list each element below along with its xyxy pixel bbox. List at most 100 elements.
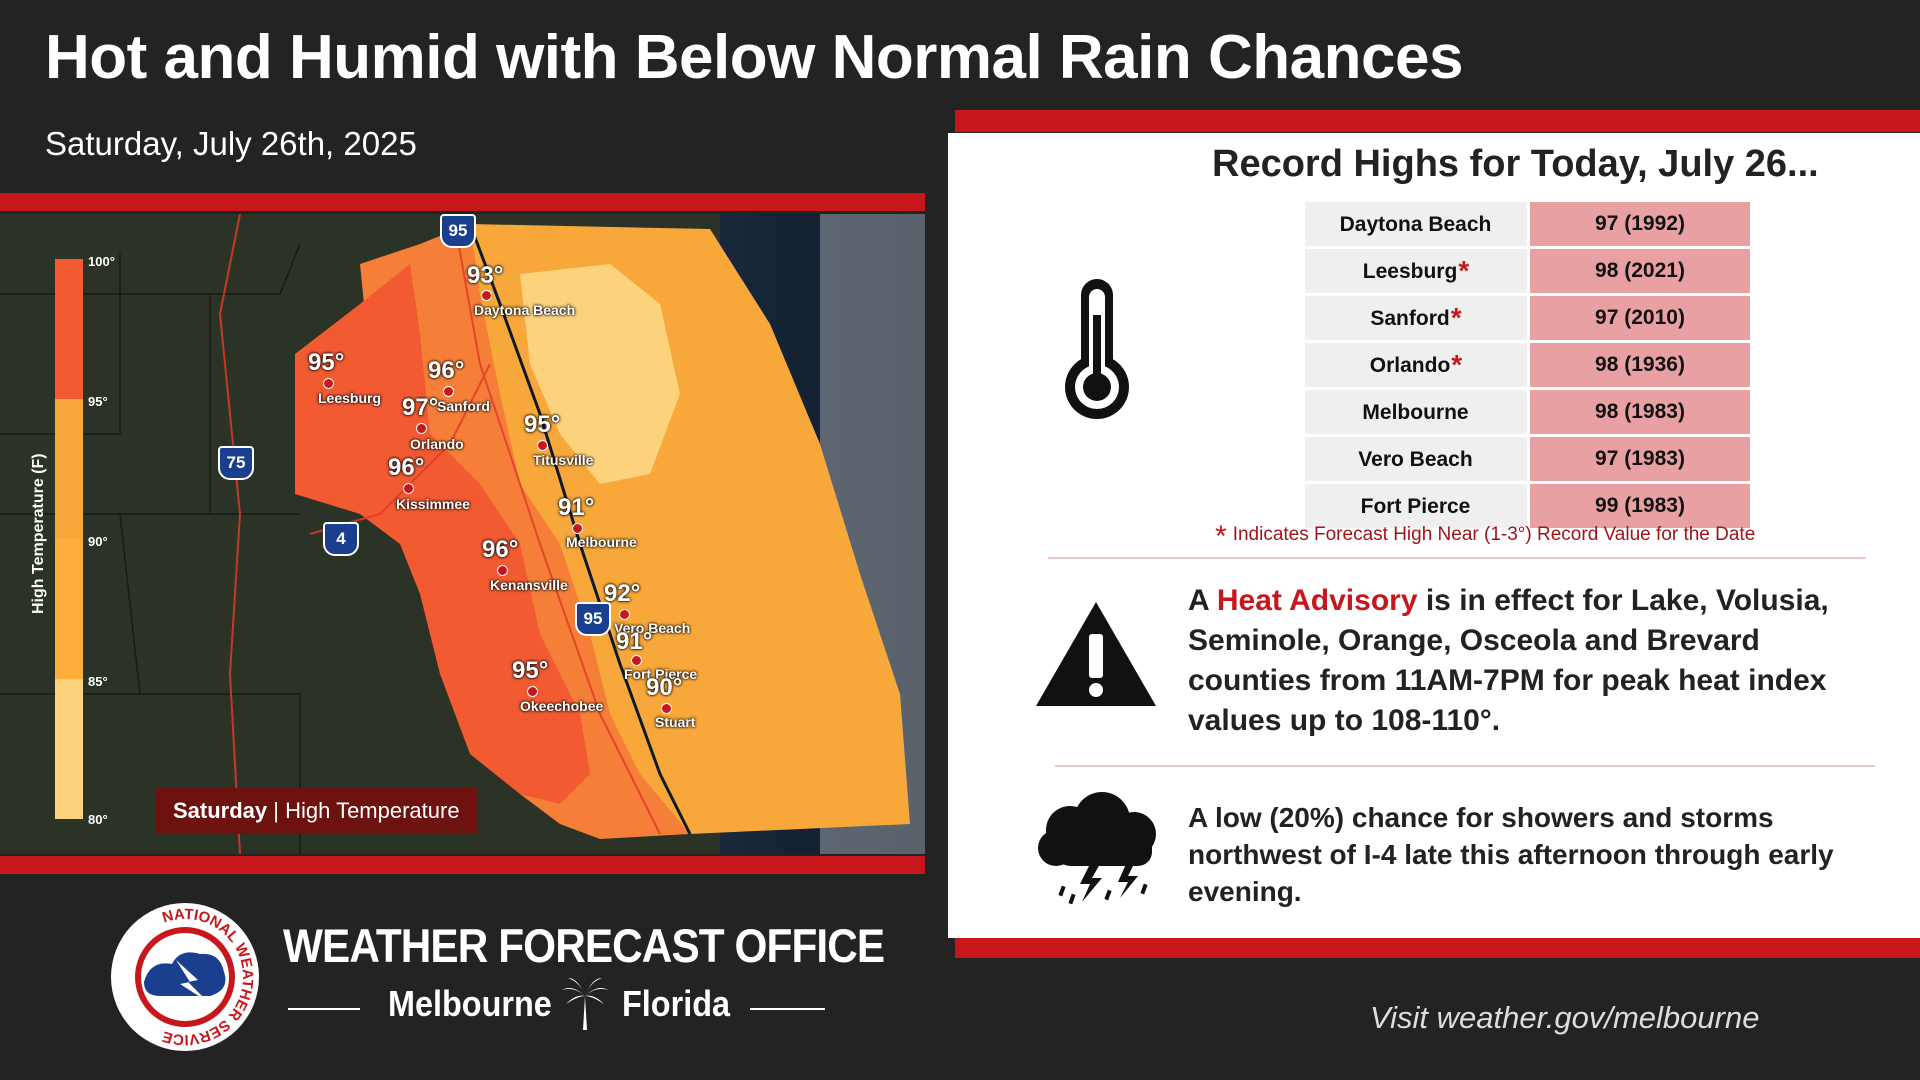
dot-orlando [416,423,427,434]
high-temperature-map: 100° 95° 90° 85° 80° High Temperature (F… [0,214,925,854]
dot-fort-pierce [631,655,642,666]
map-caption-day: Saturday [173,798,268,823]
table-row: Daytona Beach 97 (1992) [1305,202,1750,246]
temp-kissimmee: 96° [388,454,425,481]
dot-daytona-beach [481,290,492,301]
record-star: * [1450,302,1462,333]
table-row: Leesburg* 98 (2021) [1305,249,1750,293]
legend-tick-80: 80° [88,812,108,827]
interstate-95-shield-south: 95 [575,602,611,636]
advisory-prefix: A [1188,584,1217,617]
office-title: WEATHER FORECAST OFFICE [283,919,885,972]
record-value: 99 (1983) [1527,484,1750,528]
record-city-name: Vero Beach [1358,448,1473,471]
panel-bottom-red-bar [955,938,1920,958]
temp-fort-pierce: 91° [616,628,653,655]
heat-advisory-highlight: Heat Advisory [1216,584,1418,617]
interstate-4-shield: 4 [323,522,359,556]
temp-area-100 [295,264,590,804]
dot-vero-beach [619,609,630,620]
map-caption: Saturday | High Temperature [155,788,478,834]
city-leesburg: Leesburg [318,390,382,406]
footnote-text: Indicates Forecast High Near (1-3°) Reco… [1232,524,1756,545]
footer-rule-left [288,1008,360,1010]
table-row: Sanford* 97 (2010) [1305,296,1750,340]
thermometer-icon [1065,279,1129,419]
dot-okeechobee [527,686,538,697]
office-city: Melbourne [388,983,552,1024]
record-city-name: Leesburg [1362,260,1458,283]
coastline [468,223,692,835]
record-footnote: * Indicates Forecast High Near (1-3°) Rec… [1215,520,1755,554]
page-title: Hot and Humid with Below Normal Rain Cha… [45,23,1463,92]
record-city-name: Melbourne [1362,401,1469,424]
record-value: 98 (1983) [1527,390,1750,434]
legend-tick-85: 85° [88,674,108,689]
footnote-star: * [1215,520,1227,553]
table-row: Orlando* 98 (1936) [1305,343,1750,387]
temp-leesburg: 95° [308,349,345,376]
record-city: Leesburg* [1305,249,1527,293]
thunderstorm-icon [1038,792,1156,905]
legend-band-100 [55,259,83,399]
forecast-date: Saturday, July 26th, 2025 [45,125,417,162]
record-highs-table: Daytona Beach 97 (1992) Leesburg* 98 (20… [1305,199,1750,531]
city-sanford: Sanford [437,398,490,414]
nws-logo: NATIONAL WEATHER SERVICE [111,903,259,1051]
legend-band-95 [55,399,83,539]
dot-kenansville [497,565,508,576]
record-city: Fort Pierce [1305,484,1527,528]
city-stuart: Stuart [655,714,696,730]
office-state: Florida [622,983,731,1024]
record-value: 97 (2010) [1527,296,1750,340]
rain-drops [1058,883,1148,905]
dot-sanford [443,386,454,397]
city-okeechobee: Okeechobee [520,698,604,714]
footer-red-bar [0,856,925,874]
temperature-legend-bar [55,259,83,819]
record-highs-title: Record Highs for Today, July 26... [1212,143,1819,185]
city-melbourne: Melbourne [566,534,637,550]
city-orlando: Orlando [410,436,464,452]
record-city: Daytona Beach [1305,202,1527,246]
record-city: Orlando* [1305,343,1527,387]
city-kissimmee: Kissimmee [396,496,470,512]
city-kenansville: Kenansville [490,577,568,593]
panel-top-red-bar [955,110,1920,132]
dot-titusville [537,440,548,451]
temp-vero-beach: 92° [604,580,641,607]
table-row: Fort Pierce 99 (1983) [1305,484,1750,528]
record-value: 97 (1983) [1527,437,1750,481]
header-red-bar [0,193,925,211]
city-vero-beach: Vero Beach [614,620,691,636]
record-city-name: Orlando [1369,354,1451,377]
palm-tree-icon [562,978,608,1030]
temp-melbourne: 91° [558,494,595,521]
heat-advisory-text: A Heat Advisory is in effect for Lake, V… [1188,581,1878,741]
temp-okeechobee: 95° [512,657,549,684]
record-star: * [1451,349,1463,380]
interstate-75-shield: 75 [218,446,254,480]
legend-title: High Temperature (F) [30,453,47,614]
advisory-rest: is in effect for Lake, Volusia, Seminole… [1188,584,1829,737]
record-city: Sanford* [1305,296,1527,340]
city-titusville: Titusville [533,452,594,468]
footer-rule-right [750,1008,825,1010]
temp-titusville: 95° [524,411,561,438]
temp-area-95 [360,224,690,839]
divider [1055,765,1875,767]
temp-area-85 [520,264,680,484]
map-caption-label: | High Temperature [273,798,460,823]
legend-tick-100: 100° [88,254,115,269]
dot-kissimmee [403,483,414,494]
dot-melbourne [572,523,583,534]
map-svg [0,214,925,854]
legend-band-85 [55,679,83,819]
temp-kenansville: 96° [482,536,519,563]
legend-tick-90: 90° [88,534,108,549]
temp-orlando: 97° [402,394,439,421]
record-value: 98 (1936) [1527,343,1750,387]
storm-chance-text: A low (20%) chance for showers and storm… [1188,802,1834,907]
website-link[interactable]: Visit weather.gov/melbourne [1370,1000,1760,1035]
temp-sanford: 96° [428,357,465,384]
